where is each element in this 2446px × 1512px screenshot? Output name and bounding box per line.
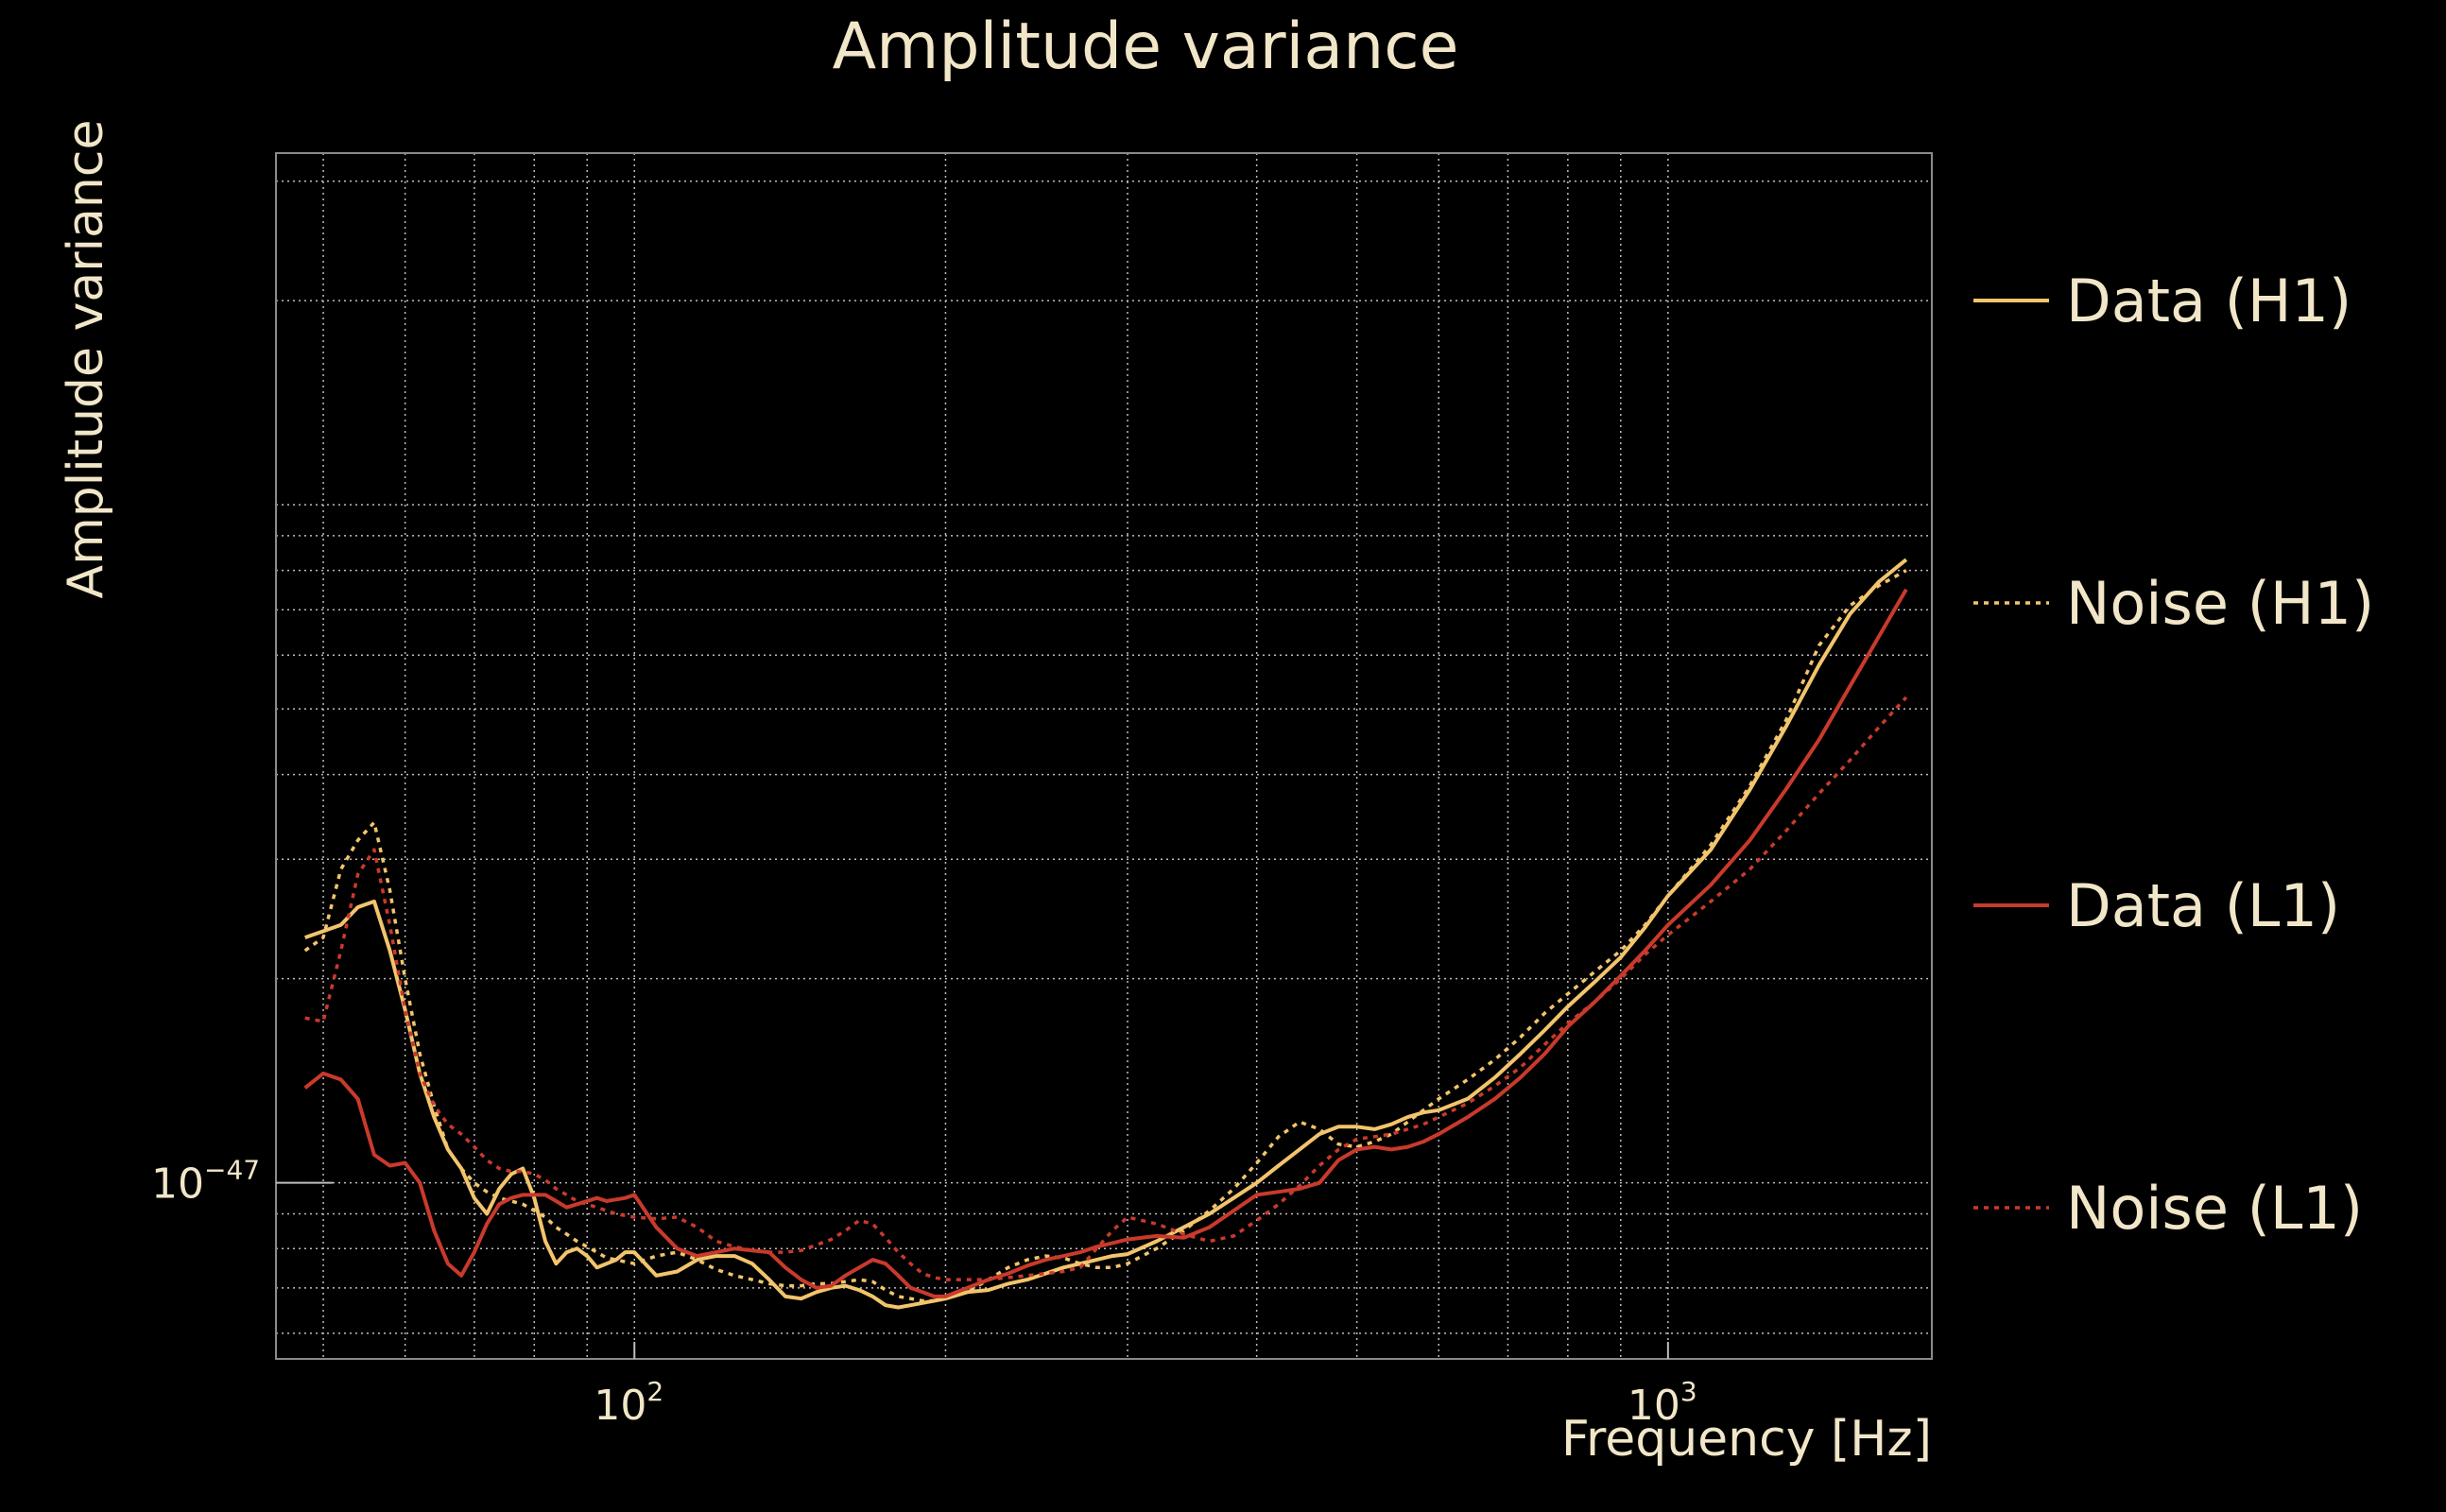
legend-label-data-l1: Data (L1) (2066, 871, 2340, 940)
series-layer (303, 558, 1908, 1310)
y-axis-label: Amplitude variance (58, 120, 114, 599)
legend-label-data-h1: Data (H1) (2066, 266, 2351, 335)
chart-title: Amplitude variance (833, 9, 1459, 84)
series-line-noise-l1 (304, 696, 1908, 1281)
legend: Data (H1) Noise (H1) Data (L1) Noise (L1) (1973, 266, 2374, 1243)
grid (276, 153, 1932, 1359)
plot-frame (275, 152, 1933, 1360)
x-axis-label: Frequency [Hz] (1561, 1411, 1932, 1468)
series-line-noise-h1 (303, 569, 1907, 1303)
legend-label-noise-h1: Noise (H1) (2066, 569, 2374, 638)
legend-label-noise-l1: Noise (L1) (2066, 1174, 2363, 1243)
series-line-data-l1 (303, 588, 1908, 1298)
